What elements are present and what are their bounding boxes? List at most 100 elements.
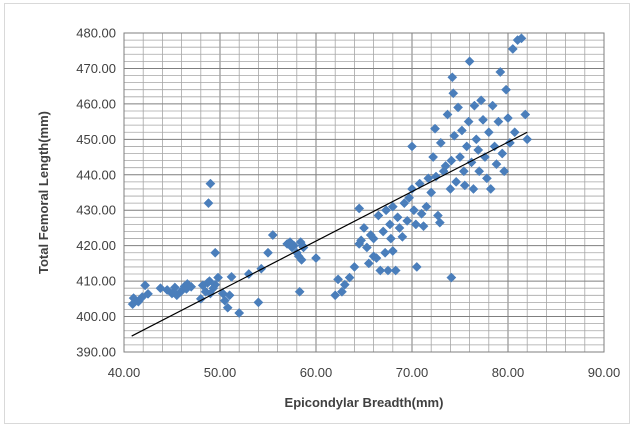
trendline-layer <box>131 131 528 337</box>
data-point <box>421 201 432 212</box>
data-point <box>430 123 440 134</box>
chart-frame <box>4 3 630 424</box>
data-point <box>451 176 462 187</box>
grid <box>123 32 605 353</box>
data-point <box>442 109 453 120</box>
data-point <box>469 100 480 111</box>
y-tick-label: 440.00 <box>76 167 116 182</box>
data-point <box>210 247 221 258</box>
data-point <box>186 281 197 292</box>
data-point <box>414 178 425 189</box>
data-point <box>375 265 386 276</box>
data-point <box>499 166 510 177</box>
data-point <box>407 141 417 152</box>
data-point <box>455 152 465 163</box>
data-point <box>459 180 470 191</box>
x-tick-label: 60.00 <box>300 365 333 380</box>
data-point <box>447 72 458 83</box>
data-point <box>468 184 479 194</box>
data-point <box>516 33 527 44</box>
data-point <box>387 246 398 256</box>
data-point <box>434 217 445 228</box>
data-point <box>380 247 391 258</box>
data-point <box>140 280 151 291</box>
data-point <box>411 261 422 272</box>
data-point <box>428 152 439 163</box>
tick-labels: 40.00 50.00 60.00 70.00 80.00 90.00 390.00 400.… <box>76 26 620 381</box>
data-point <box>471 134 482 145</box>
data-point <box>418 221 429 232</box>
x-tick-label: 50.00 <box>204 365 237 380</box>
y-tick-label: 390.00 <box>76 345 116 360</box>
data-point <box>387 201 398 212</box>
data-point <box>461 141 472 152</box>
data-point <box>448 88 459 99</box>
data-point <box>381 205 392 216</box>
data-point <box>296 254 307 265</box>
data-point <box>373 210 384 221</box>
data-point <box>416 208 427 219</box>
data-point <box>399 198 410 209</box>
data-point <box>361 242 372 253</box>
data-point <box>456 125 467 136</box>
data-point <box>476 95 487 106</box>
data-point <box>431 171 441 182</box>
data-point <box>478 114 488 125</box>
data-point <box>404 192 415 203</box>
data-point <box>384 219 395 230</box>
data-point <box>481 173 492 184</box>
data-point <box>426 187 437 198</box>
trendline <box>131 131 528 337</box>
data-point <box>182 278 193 289</box>
x-tick-label: 70.00 <box>396 365 429 380</box>
y-tick-label: 430.00 <box>76 203 116 218</box>
data-point <box>204 276 215 287</box>
data-point <box>464 56 475 67</box>
y-tick-label: 450.00 <box>76 132 116 147</box>
data-point <box>497 148 508 159</box>
data-point <box>491 159 502 170</box>
data-point <box>453 102 464 113</box>
data-point <box>288 240 299 251</box>
data-point <box>407 184 417 194</box>
data-point <box>390 265 401 276</box>
data-point <box>311 253 321 264</box>
axes <box>123 32 605 353</box>
data-point <box>344 272 355 283</box>
data-point <box>432 210 443 221</box>
data-point <box>383 265 393 276</box>
data-point <box>169 282 180 293</box>
x-tick-label: 40.00 <box>108 365 141 380</box>
data-point <box>485 184 496 194</box>
x-axis-title: Epicondylar Breadth(mm) <box>285 395 444 410</box>
y-tick-label: 460.00 <box>76 96 116 111</box>
data-point <box>445 184 456 194</box>
data-point <box>507 43 518 54</box>
x-tick-label: 90.00 <box>588 365 621 380</box>
data-point <box>463 116 474 127</box>
data-point <box>378 226 389 237</box>
data-point <box>143 288 153 299</box>
data-point <box>333 274 344 285</box>
data-point <box>226 271 237 282</box>
x-tick-label: 80.00 <box>492 365 525 380</box>
data-point <box>354 203 365 214</box>
data-point <box>474 166 485 177</box>
data-point <box>210 279 221 290</box>
data-point <box>205 178 216 189</box>
data-point <box>394 222 405 233</box>
data-point <box>213 272 224 283</box>
data-point <box>356 235 367 246</box>
data-point <box>446 155 457 166</box>
data-point <box>294 286 305 297</box>
data-point <box>402 215 413 226</box>
data-point <box>368 233 379 244</box>
y-axis-title: Total Femoral Length(mm) <box>36 111 51 274</box>
data-point <box>397 231 408 242</box>
data-point <box>339 279 350 290</box>
data-point <box>489 141 500 152</box>
data-point <box>224 290 235 301</box>
data-point <box>473 145 484 155</box>
